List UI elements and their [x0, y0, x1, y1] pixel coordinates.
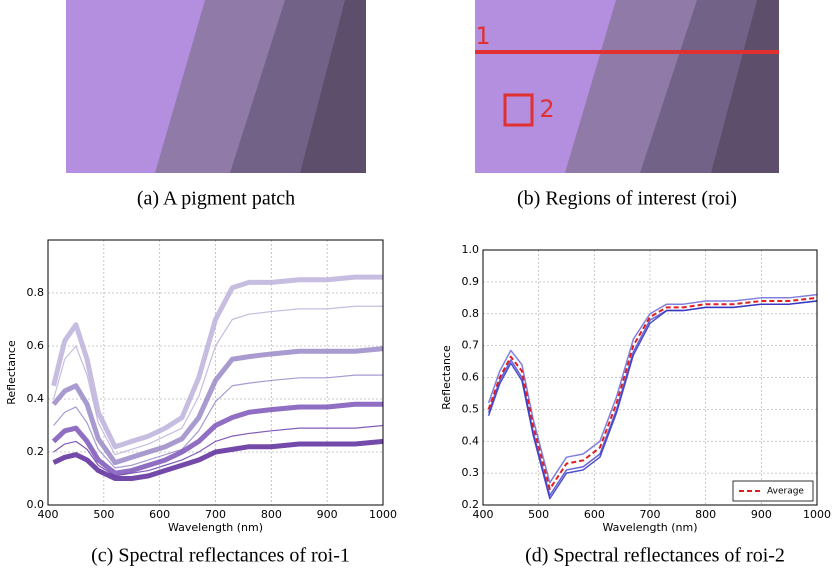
x-axis-label: Wavelength (nm) [168, 521, 263, 534]
x-tick-label: 500 [528, 508, 549, 521]
series-line [53, 305, 383, 456]
roi-image [475, 0, 779, 173]
x-tick-label: 500 [93, 508, 114, 521]
y-axis-label: Reflectance [5, 340, 18, 405]
x-tick-label: 400 [38, 508, 59, 521]
y-tick-label: 0.2 [462, 498, 480, 511]
x-tick-label: 600 [149, 508, 170, 521]
y-tick-label: 0.0 [27, 498, 45, 511]
roi-label: 1 [475, 22, 490, 50]
series-line [487, 300, 818, 500]
x-tick-label: 800 [695, 508, 716, 521]
series-line [487, 300, 818, 497]
y-tick-label: 1.0 [462, 243, 480, 256]
y-axis-label: Reflectance [440, 345, 453, 410]
x-tick-label: 1000 [369, 508, 397, 521]
y-tick-label: 0.5 [462, 402, 480, 415]
legend-label: Average [767, 487, 804, 497]
x-tick-label: 400 [473, 508, 494, 521]
series-line [51, 401, 383, 476]
x-tick-label: 900 [317, 508, 338, 521]
series-line [51, 274, 383, 450]
plot-frame [482, 249, 818, 506]
plot-frame [47, 239, 384, 506]
series-line [52, 438, 384, 481]
y-tick-label: 0.6 [462, 371, 480, 384]
caption: (d) Spectral reflectances of roi-2 [525, 545, 785, 567]
caption: (c) Spectral reflectances of roi-1 [91, 545, 350, 567]
series-line [51, 346, 384, 466]
y-tick-label: 0.4 [462, 434, 480, 447]
y-tick-label: 0.6 [27, 339, 45, 352]
x-tick-label: 700 [640, 508, 661, 521]
series-line [53, 424, 384, 477]
x-axis-label: Wavelength (nm) [602, 521, 697, 534]
x-tick-label: 600 [584, 508, 605, 521]
y-tick-label: 0.2 [27, 445, 45, 458]
caption: (b) Regions of interest (roi) [517, 188, 737, 210]
pigment-image [66, 0, 366, 173]
series-line [487, 293, 818, 484]
x-tick-label: 900 [751, 508, 772, 521]
x-tick-label: 1000 [803, 508, 831, 521]
y-tick-label: 0.9 [462, 275, 480, 288]
y-tick-label: 0.8 [462, 307, 480, 320]
y-tick-label: 0.3 [462, 466, 480, 479]
caption: (a) A pigment patch [137, 188, 295, 210]
x-tick-label: 800 [261, 508, 282, 521]
series-line [487, 296, 818, 491]
x-tick-label: 700 [205, 508, 226, 521]
y-tick-label: 0.4 [27, 392, 45, 405]
y-tick-label: 0.7 [462, 339, 480, 352]
legend-box [732, 480, 814, 502]
y-tick-label: 0.8 [27, 286, 45, 299]
roi-label: 2 [539, 95, 554, 123]
